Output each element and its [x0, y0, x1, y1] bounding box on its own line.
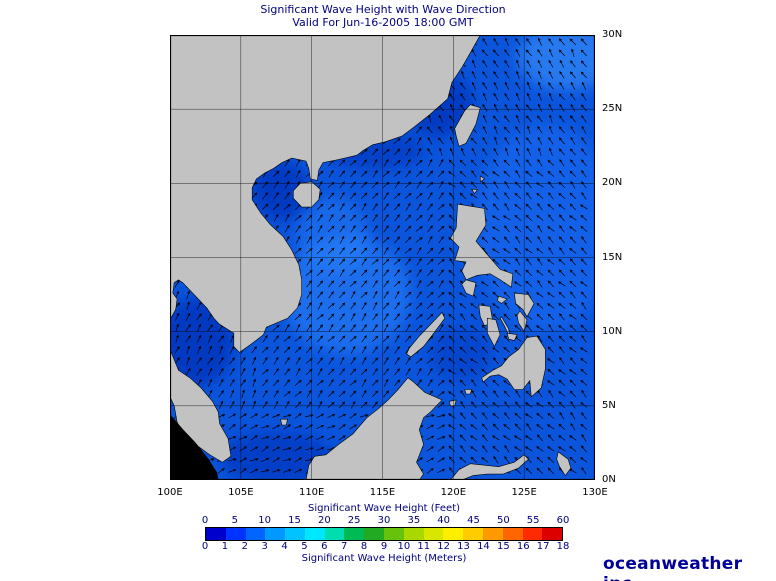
- chart-title: Significant Wave Height with Wave Direct…: [260, 3, 506, 16]
- meter-tick-label: 4: [281, 541, 288, 552]
- meter-tick-label: 0: [201, 541, 209, 552]
- colorbar-segment: [542, 528, 563, 540]
- x-tick-label: 120E: [440, 487, 467, 498]
- colorbar-segment: [463, 528, 483, 540]
- feet-tick-label: 45: [467, 515, 480, 526]
- y-tick-label: 30N: [602, 29, 623, 40]
- colorbar: Significant Wave Height (Feet) 0 5 10 15 20 2…: [201, 503, 570, 565]
- colorbar-meter-ticks: 0 1 2 3 4 5 6 7 8 9 10 11 12 13 14 15 16 17 18: [201, 541, 570, 553]
- feet-tick-label: 15: [288, 515, 301, 526]
- x-tick-label: 105E: [228, 487, 254, 498]
- colorbar-segment: [403, 528, 424, 540]
- meter-tick-label: 12: [437, 541, 451, 552]
- feet-tick-label: 55: [526, 515, 540, 526]
- meter-tick-label: 7: [341, 541, 348, 552]
- meter-tick-label: 5: [301, 541, 308, 552]
- meter-tick-label: 9: [380, 541, 388, 552]
- colorbar-segment: [502, 528, 523, 540]
- meter-tick-label: 6: [321, 541, 328, 552]
- colorbar-segment: [304, 528, 325, 540]
- colorbar-segment: [324, 528, 345, 540]
- meter-tick-label: 16: [516, 541, 530, 552]
- y-tick-label: 0N: [602, 474, 616, 485]
- colorbar-segment: [245, 528, 266, 540]
- colorbar-segment: [364, 528, 385, 540]
- feet-tick-label: 0: [201, 515, 209, 526]
- meter-tick-label: 8: [360, 541, 368, 552]
- feet-tick-label: 5: [231, 515, 239, 526]
- feet-tick-label: 10: [258, 515, 272, 526]
- colorbar-feet-ticks: 0 5 10 15 20 25 30 35 40 45 50 55 60: [201, 515, 570, 527]
- meter-tick-label: 1: [221, 541, 229, 552]
- colorbar-meters-label: Significant Wave Height (Meters): [301, 553, 467, 564]
- y-tick-label: 10N: [602, 325, 623, 337]
- y-tick-label: 20N: [602, 177, 623, 189]
- map-svg: [169, 34, 596, 481]
- colorbar-segment: [384, 528, 404, 540]
- meter-tick-label: 13: [457, 541, 470, 552]
- feet-tick-label: 20: [317, 515, 331, 526]
- colorbar-segment: [285, 528, 305, 540]
- meter-tick-label: 15: [496, 541, 510, 552]
- y-tick-label: 25N: [602, 103, 623, 115]
- oceanweather-logo: oceanweather inc.: [603, 554, 743, 581]
- meter-tick-label: 2: [241, 541, 248, 552]
- colorbar-segment: [344, 528, 365, 540]
- colorbar-segment: [206, 528, 226, 540]
- feet-tick-label: 40: [437, 515, 451, 526]
- y-tick-label: 15N: [602, 251, 623, 263]
- colorbar-gradient: [205, 527, 563, 541]
- meter-tick-label: 11: [417, 541, 431, 552]
- colorbar-segment: [225, 528, 246, 540]
- colorbar-feet-label: Significant Wave Height (Feet): [307, 503, 461, 514]
- colorbar-segment: [423, 528, 444, 540]
- meter-tick-label: 17: [536, 541, 550, 552]
- x-tick-label: 115E: [369, 487, 396, 498]
- meter-tick-label: 10: [397, 541, 411, 552]
- y-tick-label: 5N: [602, 399, 616, 411]
- x-tick-label: 125E: [511, 487, 537, 498]
- feet-tick-label: 25: [347, 515, 361, 526]
- meter-tick-label: 3: [261, 541, 268, 552]
- feet-tick-label: 50: [496, 515, 510, 526]
- x-tick-label: 130E: [582, 487, 608, 498]
- colorbar-segment: [443, 528, 464, 540]
- colorbar-segment: [522, 528, 543, 540]
- colorbar-segment: [482, 528, 503, 540]
- wave-height-map: [169, 34, 596, 481]
- chart-subtitle: Valid For Jun-16-2005 18:00 GMT: [292, 16, 474, 29]
- meter-tick-label: 18: [556, 541, 570, 552]
- x-tick-label: 100E: [157, 487, 183, 498]
- feet-tick-label: 60: [556, 515, 570, 526]
- meter-tick-label: 14: [477, 541, 490, 552]
- colorbar-segment: [265, 528, 286, 540]
- x-tick-label: 110E: [298, 487, 325, 498]
- feet-tick-label: 35: [407, 515, 421, 526]
- feet-tick-label: 30: [377, 515, 391, 526]
